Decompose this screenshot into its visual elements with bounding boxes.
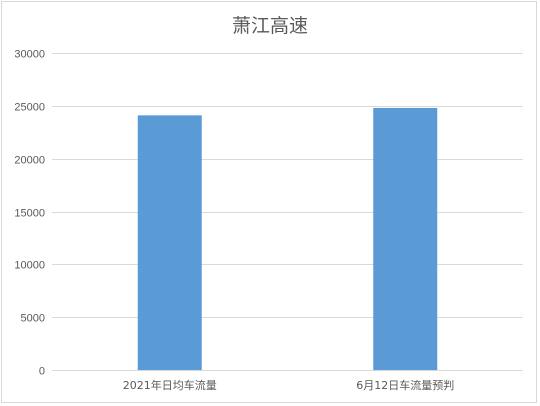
bar-2 xyxy=(373,107,438,371)
y-tick-label: 10000 xyxy=(14,260,45,272)
y-tick-label: 25000 xyxy=(14,102,45,114)
y-tick-label: 5000 xyxy=(21,313,45,325)
gridlines xyxy=(52,53,523,371)
chart-title: 萧江高速 xyxy=(231,15,308,37)
x-axis-labels: 2021年日均车流量 6月12日车流量预判 xyxy=(123,378,455,392)
y-tick-label: 0 xyxy=(39,366,45,378)
x-category-label: 6月12日车流量预判 xyxy=(356,378,454,392)
x-category-label: 2021年日均车流量 xyxy=(123,378,217,392)
y-tick-label: 15000 xyxy=(14,208,45,220)
y-axis-ticks: 0 5000 10000 15000 20000 25000 30000 xyxy=(14,49,45,378)
y-tick-label: 20000 xyxy=(14,155,45,167)
bar-1 xyxy=(137,115,202,371)
y-tick-label: 30000 xyxy=(14,49,45,61)
bars xyxy=(137,107,438,371)
